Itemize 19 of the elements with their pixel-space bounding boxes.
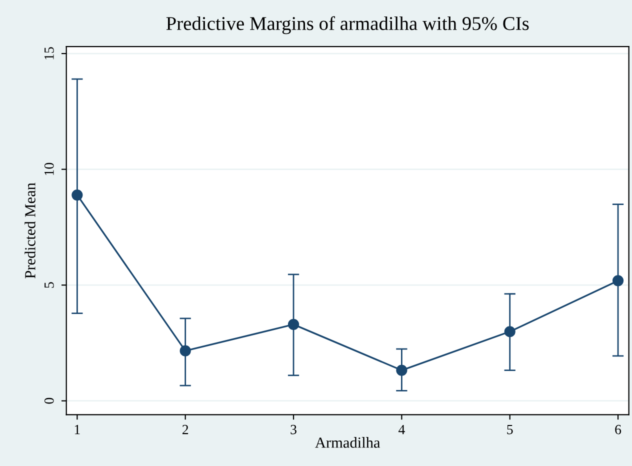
x-axis-title: Armadilha: [315, 437, 380, 448]
point: [180, 345, 191, 356]
y-tick-label: 10: [44, 162, 54, 176]
point: [504, 326, 516, 338]
point: [396, 364, 408, 376]
y-tick-label: 15: [44, 47, 54, 60]
y-tick-label: 0: [44, 398, 54, 404]
x-tick-label: 2: [182, 424, 188, 434]
x-tick-label: 3: [290, 424, 296, 434]
chart-title: Predictive Margins of armadilha with 95% CIs: [166, 16, 529, 34]
y-axis-title: Predicted Mean: [24, 182, 36, 278]
point: [612, 275, 624, 286]
point: [72, 189, 83, 201]
y-tick-label: 5: [44, 282, 54, 288]
x-tick-label: 5: [507, 425, 513, 434]
point: [288, 318, 300, 330]
x-tick-label: 4: [398, 424, 405, 434]
x-tick-label: 1: [74, 424, 80, 434]
x-tick-label: 6: [615, 424, 622, 434]
